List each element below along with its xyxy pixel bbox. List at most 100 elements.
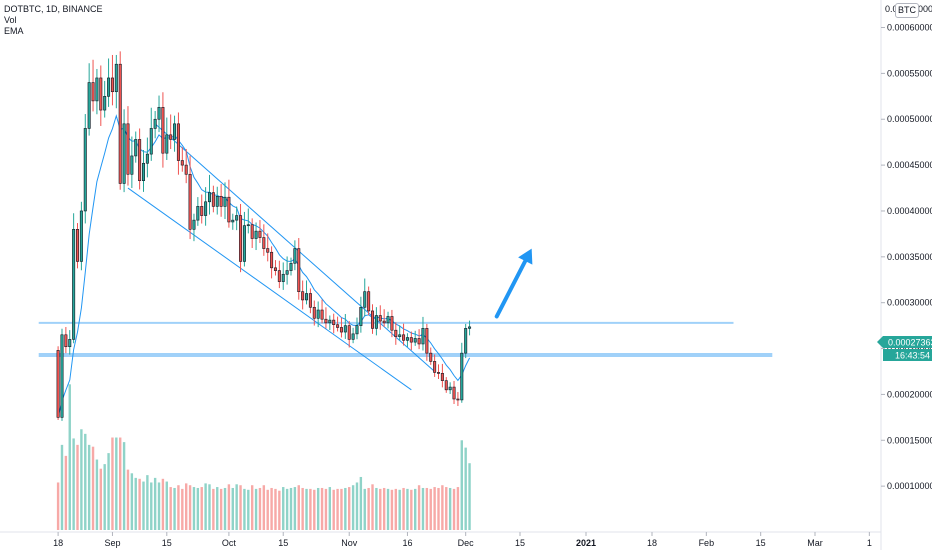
candle-body: [165, 134, 169, 154]
candle-body: [258, 230, 262, 238]
candle-body: [308, 293, 312, 308]
candle-body: [413, 338, 417, 343]
volume-bar: [464, 447, 467, 530]
candle-body: [343, 325, 347, 333]
candle-body: [448, 386, 452, 391]
time-axis[interactable]: 18 Sep 15 Oct 15 Nov 16 Dec 15 2021 18 Feb 15 Mar 1: [53, 532, 872, 548]
volume-bar: [91, 446, 95, 530]
candle-body: [429, 352, 433, 362]
candle-body: [382, 320, 386, 324]
candle-body: [305, 293, 309, 301]
candle-body: [76, 229, 80, 262]
last-price-tag: 0.00027363 16:43:54: [877, 336, 932, 361]
volume-bar: [173, 487, 176, 530]
price-tick-label: 0.00030000: [887, 298, 932, 308]
volume-bar: [177, 485, 180, 530]
candle-body: [409, 337, 413, 343]
volume-indicator-label[interactable]: Vol: [4, 15, 17, 25]
volume-bar: [64, 455, 68, 530]
volume-bar: [239, 485, 242, 530]
candle-body: [87, 82, 91, 129]
time-tick-label: Dec: [458, 538, 475, 548]
volume-bar: [68, 384, 71, 530]
volume-bar: [371, 484, 374, 530]
volume-bar: [414, 488, 417, 530]
volume-bar: [285, 488, 289, 530]
candle-body: [293, 248, 297, 264]
volume-bar: [161, 478, 165, 530]
candle-body: [270, 251, 274, 269]
volume-bar: [448, 487, 452, 530]
volume-bar: [223, 487, 227, 530]
candle-body: [328, 319, 332, 324]
volume-bar: [460, 440, 463, 530]
volume-bar: [146, 475, 149, 530]
volume-bar: [332, 489, 335, 530]
candle-body: [219, 195, 223, 207]
drawing-annotations[interactable]: [38, 123, 773, 391]
candle-body: [122, 123, 126, 184]
volume-bar: [309, 488, 312, 530]
candle-body: [173, 123, 177, 140]
candle-body: [444, 380, 448, 391]
volume-bar: [375, 487, 378, 530]
volume-bar: [274, 488, 277, 530]
ema-indicator-label[interactable]: EMA: [4, 26, 24, 36]
candle-body: [99, 77, 103, 111]
bar-countdown-label: 16:43:54: [895, 351, 930, 361]
candle-body: [79, 210, 83, 262]
chart-legend[interactable]: DOTBTC, 1D, BINANCE Vol EMA: [4, 4, 103, 37]
candle-body: [169, 134, 173, 140]
candle-body: [180, 160, 184, 166]
volume-bar: [417, 485, 421, 530]
candle-body: [464, 328, 468, 354]
volume-bar: [297, 485, 300, 530]
volume-bar: [60, 444, 64, 530]
volume-bar: [336, 488, 339, 530]
volume-bar: [247, 489, 250, 530]
candle-body: [207, 192, 211, 203]
volume-bar: [56, 482, 60, 530]
volume-bar: [355, 482, 359, 530]
volume-bar: [340, 488, 343, 530]
candle-body: [103, 96, 107, 111]
candle-body: [339, 327, 343, 333]
volume-bar: [398, 489, 401, 530]
candle-body: [417, 338, 421, 345]
volume-bar: [235, 484, 238, 530]
time-tick-label: 15: [162, 538, 172, 548]
volume-bar: [425, 487, 429, 530]
volume-bar: [107, 453, 110, 530]
candle-body: [363, 291, 367, 308]
candle-body: [460, 352, 464, 401]
candle-body: [312, 306, 316, 319]
currency-unit-badge[interactable]: BTC: [895, 3, 919, 18]
candle-body: [440, 373, 444, 381]
time-tick-label: Feb: [699, 538, 715, 548]
volume-bar: [386, 488, 390, 530]
volume-bar: [84, 433, 87, 530]
time-tick-label: Nov: [341, 538, 358, 548]
time-tick-label: Mar: [807, 538, 823, 548]
candle-body: [266, 248, 270, 253]
volume-bar: [126, 469, 130, 530]
volume-bar: [402, 487, 405, 530]
candle-body: [192, 219, 196, 230]
time-tick-label: 1: [867, 538, 872, 548]
volume-bar: [142, 481, 145, 530]
time-tick-label: 2021: [576, 538, 596, 548]
price-tag-bg: [877, 336, 932, 348]
candle-body: [316, 309, 320, 319]
candle-body: [398, 334, 402, 337]
candle-body: [281, 273, 285, 282]
price-axis[interactable]: 0.00010000 0.00015000 0.00020000 0.00025000…: [881, 23, 932, 492]
volume-bar: [437, 487, 440, 530]
candle-body: [285, 270, 289, 275]
volume-bar: [313, 489, 316, 530]
symbol-title[interactable]: DOTBTC, 1D, BINANCE: [4, 4, 103, 14]
candle-body: [332, 319, 336, 326]
volume-bar: [208, 484, 211, 530]
candle-body: [456, 398, 460, 401]
volume-bar: [410, 489, 413, 530]
